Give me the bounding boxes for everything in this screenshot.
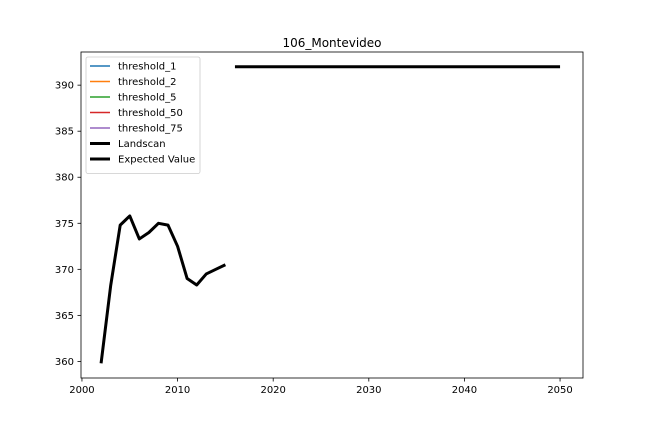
x-tick-label: 2000	[69, 385, 94, 396]
y-tick-label: 380	[55, 173, 74, 184]
legend-label-threshold-5: threshold_5	[118, 93, 176, 104]
x-tick-label: 2010	[165, 385, 190, 396]
y-tick-label: 370	[55, 265, 74, 276]
x-tick-label: 2040	[452, 385, 477, 396]
y-tick-label: 360	[55, 357, 74, 368]
legend-label-expected-value: Expected Value	[118, 155, 195, 166]
legend: threshold_1 threshold_2 threshold_5thresho…	[85, 56, 201, 174]
legend-label-threshold-50: threshold_50	[118, 108, 183, 119]
x-tick-label: 2030	[356, 385, 381, 396]
legend-label-threshold-1: threshold_1	[118, 62, 176, 73]
x-tick-label: 2050	[547, 385, 572, 396]
legend-label-landscan: Landscan	[118, 139, 166, 150]
legend-box	[85, 56, 201, 174]
series-line-landscan	[99, 214, 227, 364]
x-tick-label: 2020	[260, 385, 285, 396]
y-tick-label: 375	[55, 219, 74, 230]
axes-frame	[80, 51, 584, 379]
legend-label-threshold-2: threshold_2	[118, 77, 176, 88]
chart-title: 106_Montevideo	[282, 36, 381, 50]
y-tick-label: 365	[55, 311, 74, 322]
plot-area: 2000 2010 2020 2030 2040 2050 360 365 370 375 380 3…	[55, 51, 584, 396]
y-tick-label: 385	[55, 127, 74, 138]
y-tick-label: 390	[55, 81, 74, 92]
legend-label-threshold-75: threshold_75	[118, 124, 183, 135]
